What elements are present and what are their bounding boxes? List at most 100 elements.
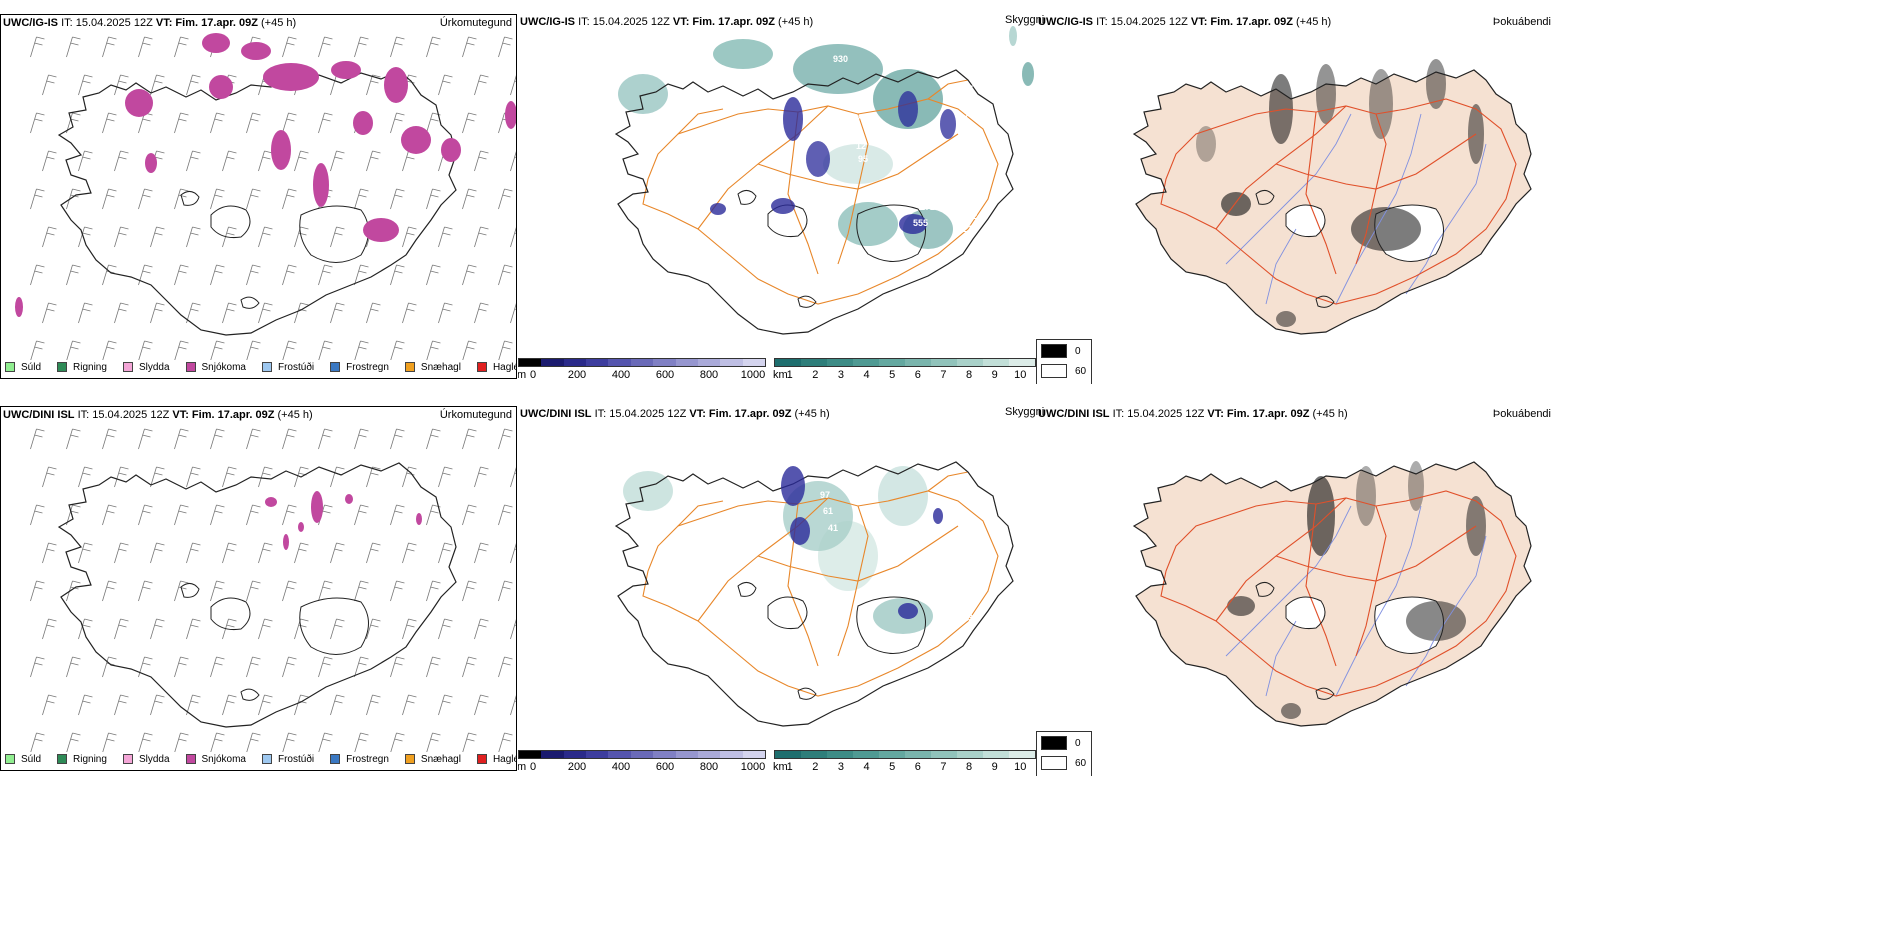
- wind-barb: [366, 150, 381, 172]
- wind-barb: [114, 618, 129, 640]
- wind-barb: [138, 580, 153, 602]
- wind-barb: [150, 74, 165, 96]
- wind-barb: [390, 112, 405, 134]
- colorbar-segment: [905, 359, 931, 366]
- cloud-base-bar: [518, 358, 766, 367]
- colorbar-tick: 6: [914, 369, 921, 381]
- lead-time: (+45 h): [778, 16, 814, 28]
- wind-barb: [438, 542, 453, 564]
- legend-item: Haglél: [476, 362, 516, 373]
- wind-barb: [78, 618, 93, 640]
- fog-legend: 0 60: [1036, 339, 1092, 384]
- colorbar-tick: 1: [786, 761, 793, 773]
- colorbar-tick: 800: [699, 369, 719, 381]
- cloud-base-value: 54: [903, 156, 913, 166]
- wind-barb: [246, 580, 261, 602]
- colorbar-segment: [957, 751, 983, 758]
- model-name: UWC/IG-IS: [520, 16, 575, 28]
- wind-barb: [510, 303, 516, 324]
- wind-barb: [78, 542, 93, 564]
- legend-item: Súld: [5, 362, 41, 373]
- wind-barb: [174, 36, 189, 58]
- wind-barb: [294, 542, 309, 564]
- colorbar-tick: 5: [889, 761, 896, 773]
- colorbar-tick: 10: [1014, 761, 1027, 773]
- init-time: IT: 15.04.2025 12Z: [594, 408, 687, 420]
- wind-barb: [402, 302, 417, 324]
- colorbar-tick: 8: [965, 761, 973, 773]
- legend-swatch: [404, 754, 415, 764]
- cloud-base-unit: m: [518, 369, 527, 381]
- colorbar-segment: [957, 359, 983, 366]
- cloud-base-value: 97: [820, 490, 830, 500]
- visibility-colorbar: km 1 2 3 4 5 6 7 8 9 10: [773, 750, 1036, 776]
- legend-label: Snæhagl: [420, 361, 461, 373]
- cloud-base-value: 112: [963, 211, 978, 221]
- fog-max-swatch: [1041, 736, 1067, 750]
- wind-barb: [42, 226, 57, 248]
- wind-barb: [66, 580, 81, 602]
- precip-type-title: Úrkomutegund: [439, 17, 512, 29]
- wind-barb: [258, 150, 273, 172]
- colorbar-segment: [541, 359, 564, 366]
- wind-barb: [42, 74, 57, 96]
- legend-item: Frostregn: [330, 754, 389, 765]
- wind-barb: [318, 264, 333, 286]
- precip-type-panel-dini: UWC/DINI ISL IT: 15.04.2025 12Z VT: Fim.…: [0, 406, 517, 771]
- wind-barb: [402, 618, 417, 640]
- legend-item: Rigning: [57, 362, 107, 373]
- colorbar-segment: [697, 751, 721, 758]
- wind-barb: [462, 340, 477, 360]
- wind-barb: [66, 340, 81, 360]
- wind-barb: [186, 618, 201, 640]
- wind-barb: [282, 428, 297, 450]
- wind-barb: [174, 428, 189, 450]
- model-name: UWC/DINI ISL: [3, 409, 75, 421]
- wind-barb: [438, 302, 453, 324]
- wind-barb: [330, 618, 345, 640]
- colorbar-segment: [563, 359, 587, 366]
- wind-barb: [330, 466, 345, 488]
- wind-barb: [210, 656, 225, 678]
- cloud-base-value: 41: [828, 523, 838, 533]
- wind-barb: [330, 542, 345, 564]
- colorbar-tick: 200: [567, 369, 587, 381]
- snowfall-areas: [15, 33, 516, 317]
- fog-title: Þokuábendi: [1492, 16, 1551, 28]
- cloud-base-value: 23: [963, 613, 973, 623]
- colorbar-tick: 7: [940, 761, 947, 773]
- wind-barb: [78, 150, 93, 172]
- wind-barb: [354, 36, 369, 58]
- wind-barb: [366, 694, 381, 716]
- wind-barb: [318, 656, 333, 678]
- legend-swatch: [330, 362, 341, 372]
- wind-barb: [510, 467, 516, 488]
- legend-label: Frostregn: [346, 753, 389, 765]
- legend-item: Snjókoma: [185, 754, 246, 765]
- wind-barb: [390, 340, 405, 360]
- fog-shading: [1196, 59, 1484, 327]
- low-cloud-areas: [781, 466, 943, 619]
- wind-barb: [30, 188, 45, 210]
- wind-barbs: [30, 428, 516, 752]
- colorbar-segment: [983, 751, 1009, 758]
- wind-barb: [78, 226, 93, 248]
- wind-barb: [426, 428, 441, 450]
- wind-barb: [318, 580, 333, 602]
- colorbar-segment: [742, 359, 765, 366]
- wind-barb: [66, 656, 81, 678]
- iceland-coastline: [58, 462, 457, 728]
- cloud-base-value: 127: [958, 84, 973, 94]
- wind-barb: [174, 656, 189, 678]
- wind-barb: [258, 694, 273, 716]
- legend-swatch: [404, 362, 415, 372]
- valid-time: VT: Fim. 17.apr. 09Z: [689, 408, 792, 420]
- wind-barb: [390, 732, 405, 752]
- wind-barb: [462, 112, 477, 134]
- legend-item: Frostúði: [261, 362, 314, 373]
- legend-swatch: [5, 362, 15, 372]
- wind-barb: [282, 264, 297, 286]
- legend-label: Súld: [21, 753, 42, 765]
- wind-barb: [102, 732, 117, 752]
- valid-time: VT: Fim. 17.apr. 09Z: [1190, 16, 1293, 28]
